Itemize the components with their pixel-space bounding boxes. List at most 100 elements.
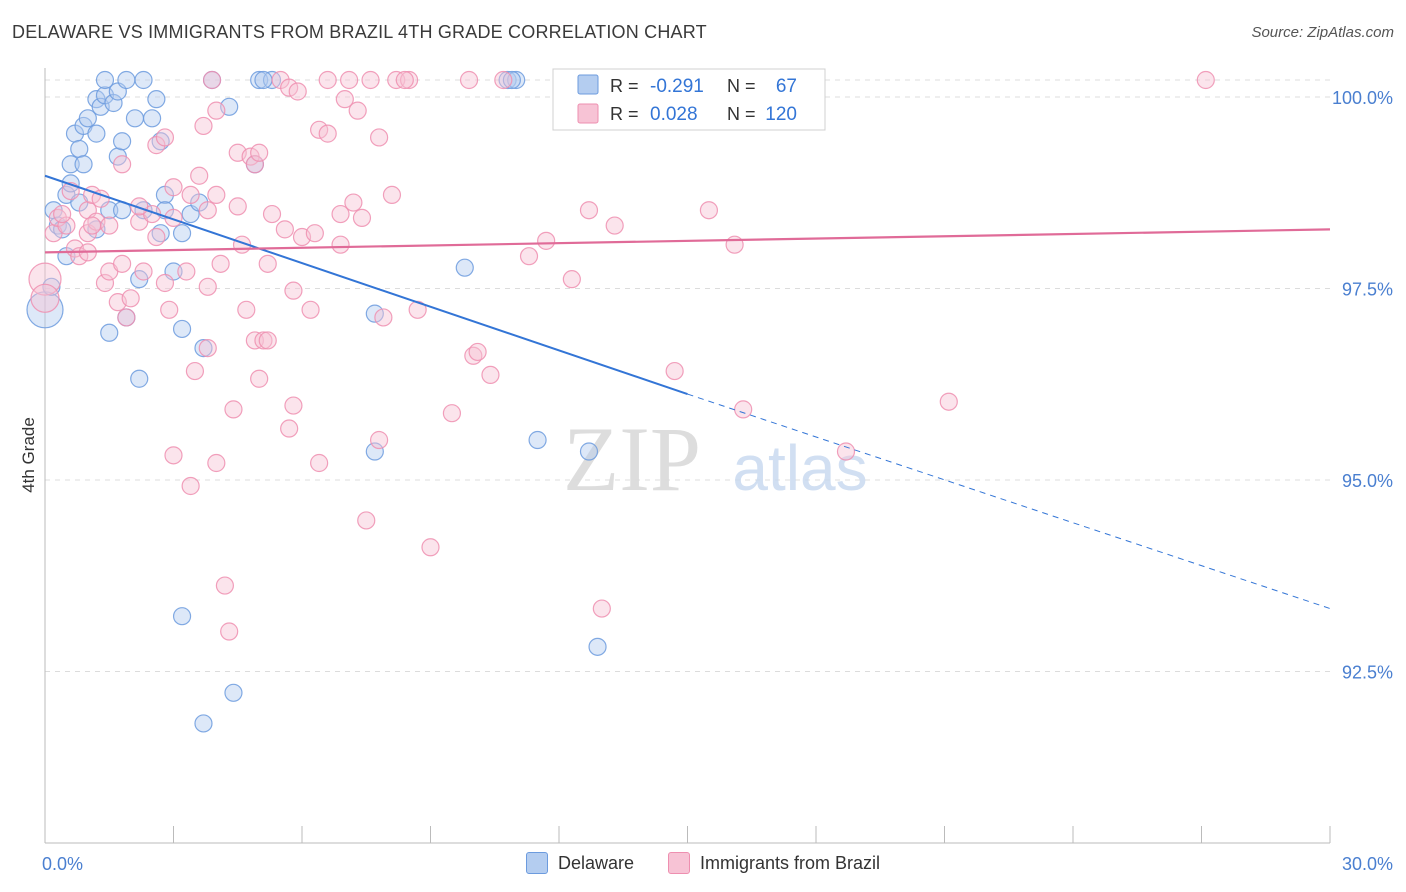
brazil-point-69: [318, 70, 337, 90]
delaware-point-32: [134, 70, 153, 90]
brazil-point-90: [468, 342, 487, 362]
brazil-point-30: [177, 262, 196, 281]
brazil-point-26: [160, 300, 179, 319]
brazil-point-67: [310, 453, 329, 473]
brazil-point-55: [258, 331, 277, 350]
watermark-zip: ZIP: [563, 408, 701, 510]
legend-delaware-r-value: -0.291: [650, 76, 704, 97]
brazil-point-33: [190, 166, 209, 185]
brazil-point-92: [494, 70, 513, 90]
brazil-point-43: [215, 576, 234, 595]
brazil-point-11: [95, 273, 115, 293]
brazil-point-101: [665, 361, 684, 381]
brazil-point-110: [130, 197, 149, 216]
bottom-legend: Delaware Immigrants from Brazil: [0, 852, 1406, 874]
brazil-point-47: [228, 197, 247, 216]
axes: 92.5% 95.0% 97.5% 100.0% 0.0% 30.0%: [42, 68, 1393, 874]
legend-stats-box: R = -0.291 N = 67 R = 0.028 N = 120: [552, 68, 826, 131]
brazil-point-16: [112, 155, 132, 174]
delaware-point-27: [117, 70, 136, 90]
brazil-point-68: [310, 120, 329, 139]
brazil-point-54: [254, 331, 273, 350]
legend-item-delaware[interactable]: Delaware: [525, 852, 634, 874]
brazil-point-31: [181, 185, 200, 204]
brazil-point-109: [91, 189, 110, 208]
brazil-point-115: [459, 70, 479, 90]
brazil-point-77: [357, 511, 376, 530]
brazil-point-88: [442, 404, 462, 423]
trendlines: [44, 174, 1331, 610]
delaware-point-60: [579, 442, 599, 461]
brazil-point-81: [374, 308, 393, 327]
brazil-point-117: [340, 70, 359, 90]
brazil-point-79: [370, 128, 389, 147]
brazil-point-76: [352, 208, 372, 227]
brazil-point-94: [537, 231, 556, 250]
y-tick-label-1: 95.0%: [1342, 471, 1393, 491]
brazil-point-40: [207, 453, 226, 473]
delaware-point-53: [365, 304, 384, 323]
delaware-point-6: [61, 155, 80, 174]
brazil-point-1: [30, 283, 60, 313]
delaware-point-58: [528, 430, 547, 450]
delaware-point-21: [104, 93, 123, 113]
brazil-point-39: [181, 476, 200, 496]
brazil-point-103: [699, 201, 719, 220]
legend-delaware-r-label: R =: [610, 76, 639, 96]
brazil-point-87: [421, 538, 440, 557]
brazil-point-63: [284, 281, 303, 300]
brazil-point-42: [211, 254, 230, 273]
watermark-atlas: atlas: [732, 432, 867, 504]
x-tick-label-max: 30.0%: [1342, 854, 1393, 874]
brazil-point-36: [198, 339, 217, 358]
delaware-point-56: [507, 70, 526, 90]
delaware-point-33: [142, 109, 162, 128]
delaware-point-52: [365, 442, 384, 461]
delaware-point-48: [224, 683, 243, 702]
delaware-point-30: [130, 369, 149, 388]
brazil-point-74: [344, 193, 363, 212]
gridlines: [45, 79, 1330, 672]
trendline-delaware-dashed: [687, 393, 1331, 610]
brazil-point-59: [275, 220, 294, 239]
brazil-point-106: [836, 442, 856, 461]
x-tick-label-min: 0.0%: [42, 854, 83, 874]
brazil-point-108: [1196, 70, 1215, 90]
legend-delaware-n-value: 67: [776, 76, 797, 97]
brazil-point-86: [408, 300, 427, 319]
chart-title: DELAWARE VS IMMIGRANTS FROM BRAZIL 4TH G…: [12, 22, 707, 42]
brazil-point-73: [335, 90, 354, 109]
series-delaware-points: [26, 70, 624, 733]
legend-bottom-swatch-delaware: [525, 852, 548, 874]
brazil-point-62: [284, 396, 303, 415]
legend-item-brazil[interactable]: Immigrants from Brazil: [668, 852, 880, 874]
delaware-point-44: [194, 339, 213, 358]
legend-swatch-delaware: [577, 74, 599, 95]
delaware-point-45: [194, 714, 213, 733]
delaware-point-61: [588, 637, 607, 656]
brazil-point-107: [939, 392, 958, 411]
legend-label-brazil: Immigrants from Brazil: [700, 852, 881, 873]
brazil-point-75: [348, 101, 367, 120]
brazil-point-80: [370, 430, 389, 450]
brazil-point-91: [481, 365, 500, 385]
trendline-brazil: [44, 228, 1331, 254]
brazil-point-104: [725, 235, 744, 254]
delaware-point-54: [455, 258, 474, 277]
brazil-point-66: [305, 224, 324, 243]
delaware-point-12: [74, 155, 93, 174]
brazil-point-118: [83, 216, 102, 235]
brazil-point-44: [220, 622, 239, 641]
brazil-point-61: [280, 419, 299, 438]
brazil-point-114: [53, 204, 72, 224]
brazil-point-27: [164, 208, 183, 227]
legend-label-delaware: Delaware: [557, 852, 634, 873]
legend-brazil-n-label: N =: [727, 104, 756, 124]
chart-source: Source: ZipAtlas.com: [1251, 24, 1394, 41]
brazil-point-24: [155, 273, 175, 293]
brazil-point-70: [318, 124, 337, 143]
brazil-point-72: [331, 204, 350, 224]
legend-swatch-brazil: [577, 103, 599, 124]
brazil-point-17: [117, 308, 136, 327]
legend-brazil-r-label: R =: [610, 104, 639, 124]
